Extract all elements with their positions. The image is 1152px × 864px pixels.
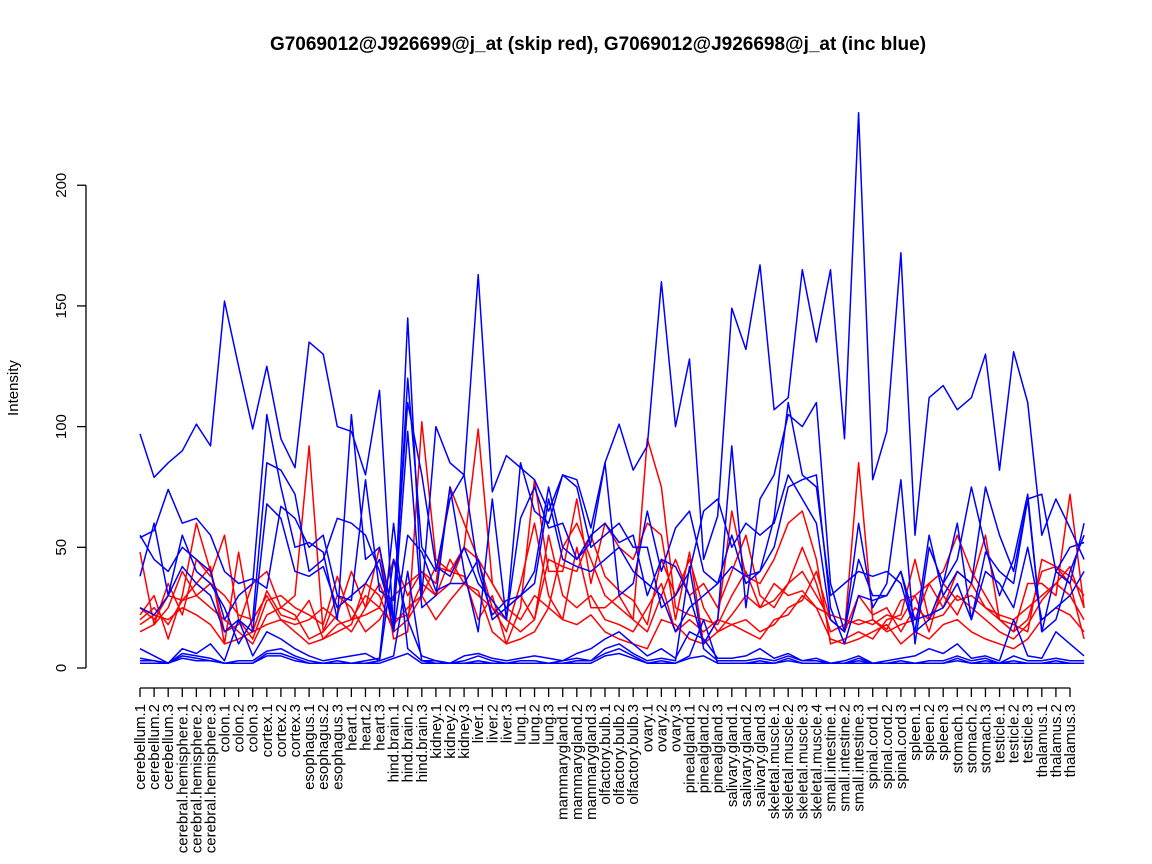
chart-title: G7069012@J926699@j_at (skip red), G70690… [270,34,926,55]
series-line-11 [140,475,1084,644]
series-layer [140,113,1084,663]
x-tick-label: thalamus.3 [1062,704,1079,777]
series-line-15 [140,654,1084,664]
series-line-9 [140,378,1084,644]
x-axis: cerebellum.1cerebellum.2cerebellum.3cere… [132,688,1079,853]
series-line-1 [140,487,1084,639]
y-tick-label: 50 [53,539,70,556]
series-line-10 [140,415,1084,644]
y-tick-label: 100 [53,414,70,439]
y-axis: 0 50 100 150 200 [53,173,86,672]
series-line-12 [140,559,1084,663]
y-tick-label: 150 [53,293,70,318]
y-axis-label: Intensity [5,360,22,416]
y-tick-label: 200 [53,173,70,198]
y-tick-label: 0 [53,664,70,672]
